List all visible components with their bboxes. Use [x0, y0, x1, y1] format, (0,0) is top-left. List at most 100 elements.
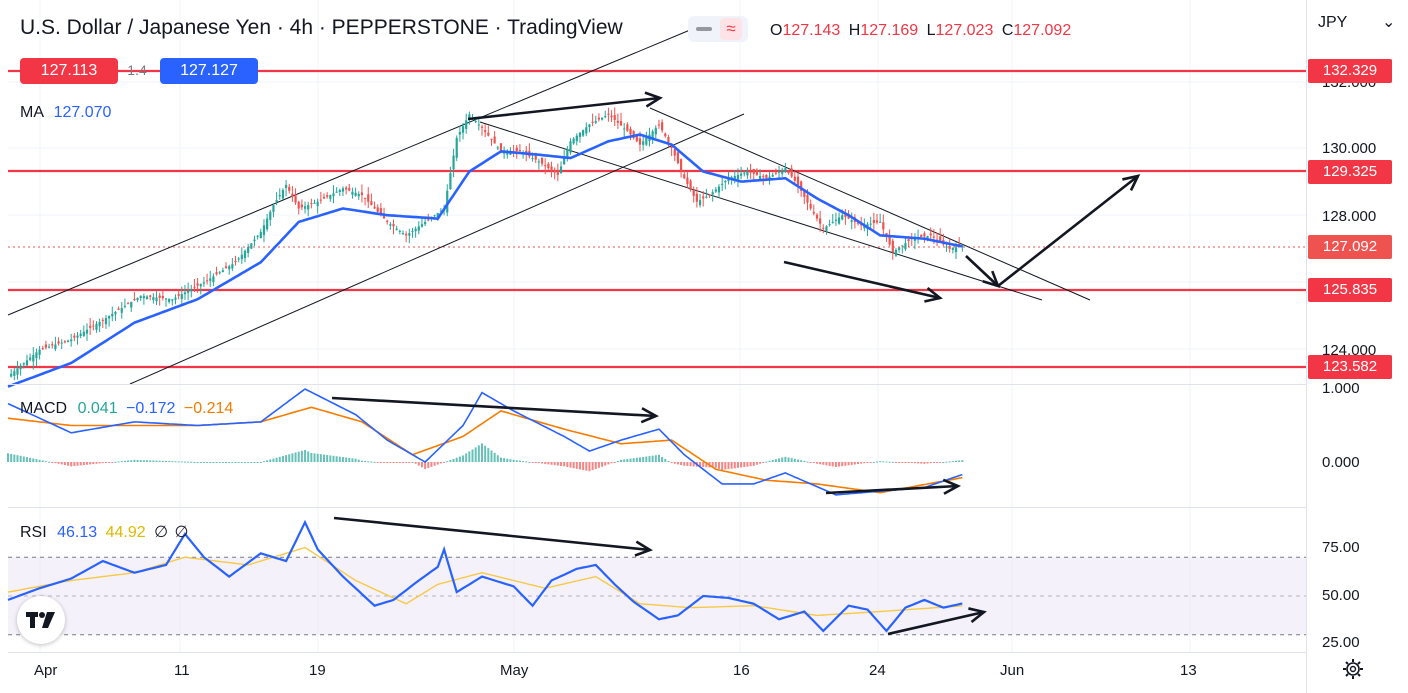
- macd-histogram-bar: [206, 462, 209, 463]
- macd-histogram-bar: [168, 461, 171, 463]
- macd-histogram-bar: [341, 457, 344, 462]
- candle-body: [698, 200, 702, 206]
- candle-body: [569, 141, 572, 153]
- candle-body: [547, 163, 550, 169]
- candle-body: [427, 219, 430, 221]
- rsi-legend[interactable]: RSI 46.13 44.92 ∅ ∅: [20, 524, 189, 541]
- ohlc-values: O127.143 H127.169 L127.023 C127.092: [770, 22, 1072, 39]
- candle-body: [35, 352, 38, 359]
- candle-body: [136, 297, 139, 300]
- level-tag-123582[interactable]: 123.582: [1308, 355, 1392, 379]
- macd-histogram-bar: [680, 462, 683, 466]
- candle-body: [446, 190, 449, 213]
- symbol-title[interactable]: U.S. Dollar / Japanese Yen · 4h · PEPPER…: [20, 16, 623, 39]
- divergence-arrow-macd-bottom-head: [942, 478, 961, 495]
- macd-histogram-bar: [503, 458, 506, 462]
- level-tag-132329[interactable]: 132.329: [1308, 59, 1392, 83]
- time-label: Apr: [34, 662, 58, 679]
- candle-body: [705, 196, 708, 198]
- macd-histogram-bar: [850, 462, 853, 465]
- macd-histogram-bar: [158, 460, 161, 462]
- candle-body: [288, 186, 291, 191]
- macd-histogram-bar: [616, 460, 619, 462]
- macd-histogram-bar: [560, 462, 562, 466]
- candle-body: [401, 233, 405, 235]
- macd-histogram-bar: [228, 462, 231, 463]
- divergence-arrow-price-bottom-head: [924, 286, 943, 303]
- candle-body: [405, 233, 408, 236]
- macd-histogram-bar: [863, 462, 866, 464]
- currency-selector[interactable]: JPY ⌄: [1318, 14, 1396, 31]
- candle-body: [212, 276, 215, 283]
- macd-histogram-bar: [316, 453, 319, 462]
- candle-body: [424, 221, 427, 225]
- macd-histogram-bar: [177, 461, 180, 463]
- buy-price-button[interactable]: 127.127: [160, 58, 258, 84]
- macd-histogram-bar: [79, 462, 82, 466]
- macd-histogram-bar: [755, 462, 758, 465]
- candle-body: [493, 136, 496, 144]
- tradingview-logo[interactable]: [17, 596, 65, 644]
- macd-histogram-bar: [594, 462, 597, 469]
- level-tag-125835[interactable]: 125.835: [1308, 278, 1392, 302]
- candle-body: [41, 348, 44, 350]
- macd-histogram-bar: [613, 462, 616, 463]
- candle-body: [130, 301, 133, 308]
- macd-histogram-bar: [424, 462, 427, 470]
- ma-legend[interactable]: MA 127.070: [20, 104, 112, 121]
- macd-histogram-bar: [793, 458, 796, 462]
- candle-body: [907, 239, 910, 241]
- macd-histogram-bar: [22, 456, 25, 462]
- macd-histogram-bar: [272, 458, 275, 462]
- sell-price-button[interactable]: 127.113: [20, 58, 118, 84]
- candle-body: [822, 227, 825, 229]
- macd-histogram-bar: [657, 454, 660, 462]
- candle-body: [32, 354, 35, 362]
- macd-histogram-bar: [711, 462, 714, 468]
- macd-histogram-bar: [10, 453, 13, 462]
- macd-legend[interactable]: MACD 0.041 −0.172 −0.214: [20, 400, 234, 417]
- macd-histogram-bar: [790, 458, 793, 462]
- candle-body: [771, 174, 774, 177]
- candle-body: [888, 234, 891, 245]
- horizontal-levels: [8, 69, 1306, 369]
- candle-body: [411, 230, 414, 232]
- indicator-toggle[interactable]: ≈: [688, 16, 748, 42]
- macd-histogram-bar: [768, 460, 771, 462]
- pane-separator-macd[interactable]: [8, 384, 1306, 385]
- macd-histogram-bar: [307, 451, 310, 462]
- level-tag-129325[interactable]: 129.325: [1308, 160, 1392, 184]
- macd-histogram-bar: [386, 462, 389, 464]
- macd-histogram-bar: [838, 462, 841, 467]
- candle-body: [566, 149, 569, 159]
- candle-body: [733, 176, 736, 179]
- macd-histogram-bar: [411, 462, 414, 463]
- macd-histogram-bar: [610, 462, 613, 464]
- candle-body: [787, 172, 790, 174]
- candle-body: [923, 233, 926, 237]
- macd-histogram-bar: [408, 462, 411, 463]
- candle-body: [762, 176, 765, 178]
- candle-body: [790, 168, 793, 177]
- macd-histogram-bar: [373, 461, 376, 463]
- macd-histogram-bar: [803, 460, 806, 462]
- candle-body: [828, 224, 831, 226]
- macd-histogram-bar: [749, 462, 752, 467]
- macd-histogram-bar: [348, 457, 351, 462]
- gear-icon[interactable]: [1342, 658, 1364, 680]
- candle-body: [714, 189, 717, 192]
- macd-histogram-bar: [443, 462, 446, 463]
- macd-histogram-bar: [427, 462, 430, 468]
- grid: [8, 0, 1306, 652]
- macd-histogram-bar: [869, 462, 872, 463]
- trendline-1: [129, 113, 745, 385]
- candle-body: [736, 174, 740, 180]
- pane-separator-rsi[interactable]: [8, 507, 1306, 508]
- macd-histogram-bar: [183, 461, 186, 463]
- annotation-arrows: [331, 91, 1141, 636]
- macd-histogram-bar: [63, 462, 66, 466]
- candle-body: [515, 147, 518, 152]
- candle-body: [22, 363, 25, 365]
- macd-signal-line: [7, 406, 963, 494]
